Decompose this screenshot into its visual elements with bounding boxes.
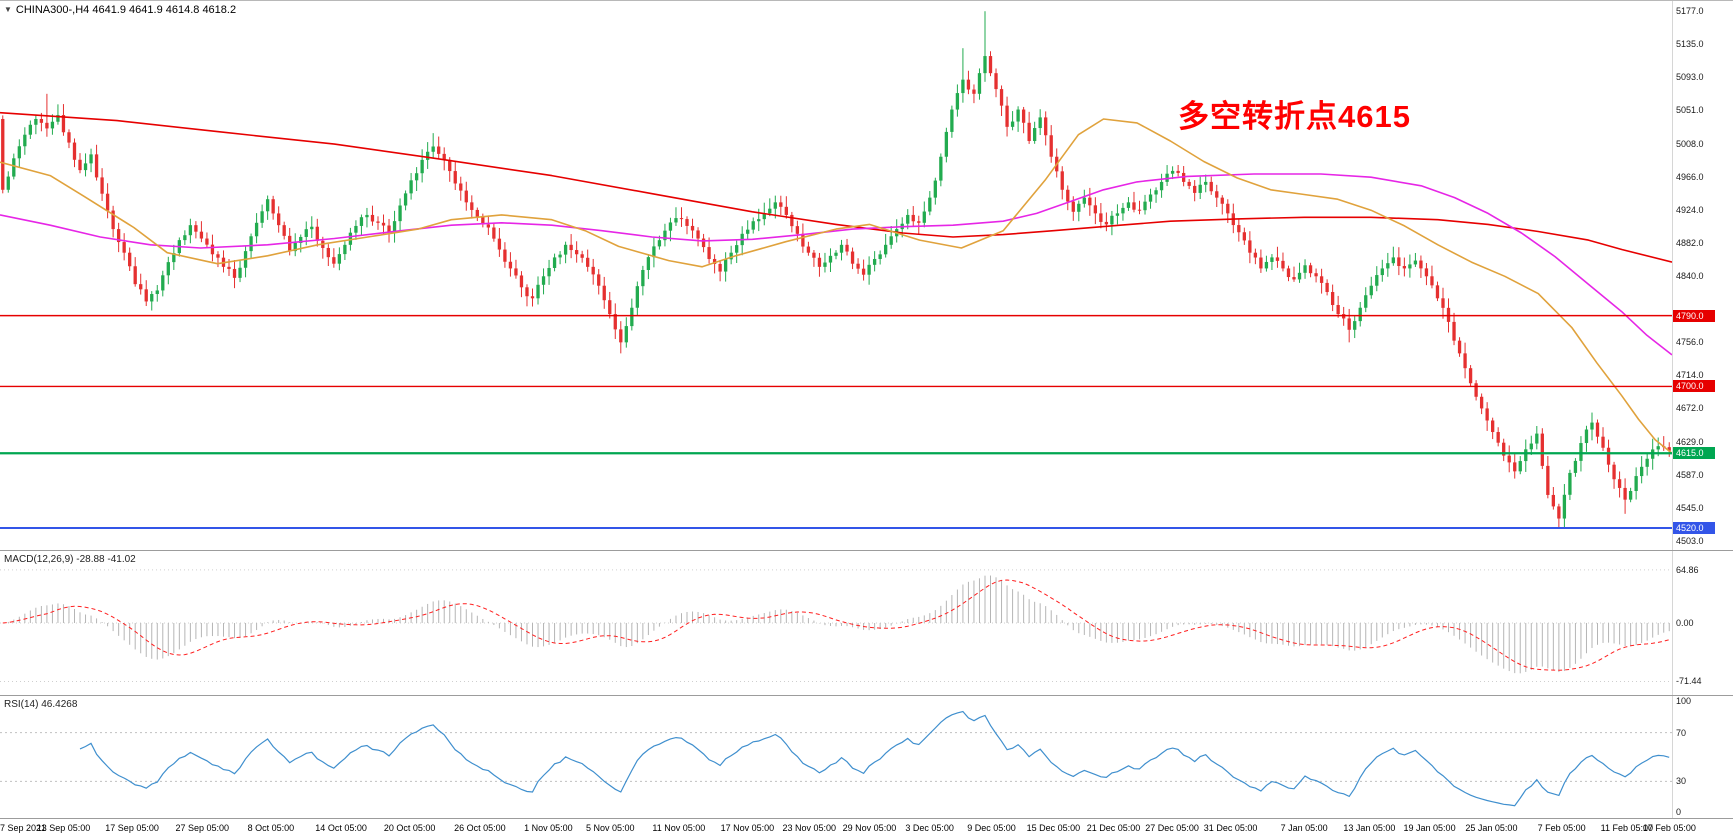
time-label: 7 Jan 05:00 [1280,823,1328,833]
time-label: 20 Oct 05:00 [383,823,436,833]
time-label: 27 Sep 05:00 [175,823,230,833]
time-label: 17 Sep 05:00 [105,823,159,833]
macd-axis[interactable]: 64.86 0.00 -71.44 [1672,551,1733,695]
price-tick: 0.00 [1676,618,1694,628]
price-tick: 4966.0 [1676,172,1704,183]
time-label: 5 Nov 05:00 [585,823,635,833]
price-tick: 4672.0 [1676,403,1704,414]
rsi-canvas[interactable] [0,696,1672,818]
price-tick: 4545.0 [1676,503,1704,514]
time-label: 19 Jan 05:00 [1403,823,1456,833]
price-tick: 70 [1676,727,1687,738]
time-label: 27 Dec 05:00 [1145,823,1199,833]
time-label: 17 Nov 05:00 [720,823,775,833]
price-tick: 5135.0 [1676,39,1704,50]
candlestick-canvas[interactable] [0,1,1672,550]
time-label: 25 Jan 05:00 [1465,823,1518,833]
rsi-indicator-label: RSI(14) 46.4268 [4,699,78,710]
price-tick: 64.86 [1676,564,1699,575]
price-tick: 4714.0 [1676,370,1704,381]
time-label: 29 Nov 05:00 [842,823,897,833]
main-chart-pane: 5177.0 5135.0 5093.0 5051.0 5008.0 4966.0 4924… [0,1,1733,550]
price-tick: 4587.0 [1676,470,1704,481]
time-label: 13 Jan 05:00 [1343,823,1396,833]
macd-indicator-label: MACD(12,26,9) -28.88 -41.02 [4,554,136,565]
price-level-tag: 4700.0 [1673,380,1715,393]
price-tick: 4882.0 [1676,238,1704,249]
time-label: 7 Feb 05:00 [1537,823,1586,833]
time-label: 23 Nov 05:00 [782,823,837,833]
price-tick: 100 [1676,696,1692,706]
time-label: 11 Feb 05:00 [1600,823,1654,833]
macd-pane: 64.86 0.00 -71.44 MACD(12,26,9) -28.88 -41… [0,550,1733,695]
time-label: 9 Dec 05:00 [967,823,1016,833]
time-label: 26 Oct 05:00 [454,823,506,833]
price-axis[interactable]: 5177.0 5135.0 5093.0 5051.0 5008.0 4966.0 4924… [1672,1,1733,550]
macd-canvas[interactable] [0,551,1672,695]
time-label: 13 Sep 05:00 [36,823,91,833]
price-tick: 0 [1676,807,1682,817]
price-tick: 4924.0 [1676,205,1704,216]
time-label: 1 Nov 05:00 [524,823,573,833]
collapse-arrow-icon[interactable]: ▼ [4,5,12,14]
price-tick: 30 [1676,776,1687,787]
price-level-tag: 4520.0 [1673,521,1715,534]
price-level-tag: 4615.0 [1673,447,1715,460]
time-label: 31 Dec 05:00 [1203,823,1258,833]
price-tick: 4840.0 [1676,271,1704,282]
rsi-axis[interactable]: 100 70 30 0 [1672,696,1733,818]
price-tick: 4629.0 [1676,437,1704,448]
price-tick: 5051.0 [1676,105,1704,116]
price-tick: -71.44 [1676,676,1702,687]
time-label: 21 Dec 05:00 [1086,823,1141,833]
price-tick: 4756.0 [1676,337,1704,348]
price-level-tag: 4790.0 [1673,309,1715,322]
rsi-pane: 100 70 30 0 RSI(14) 46.4268 [0,695,1733,818]
price-tick: 5008.0 [1676,139,1704,150]
time-label: 3 Dec 05:00 [905,823,954,833]
symbol-ohlc-text: CHINA300-,H4 4641.9 4641.9 4614.8 4618.2 [15,4,237,16]
time-axis[interactable]: 7 Sep 2021 13 Sep 05:00 17 Sep 05:00 27 Sep… [0,818,1733,839]
price-tick: 5177.0 [1676,6,1704,17]
time-label: 8 Oct 05:00 [247,823,295,833]
time-label: 14 Oct 05:00 [315,823,367,833]
time-label: 11 Nov 05:00 [652,823,706,833]
chart-annotation: 多空转折点4615 [1178,99,1411,134]
price-tick: 5093.0 [1676,72,1704,83]
time-label: 7 Sep 2021 [0,823,47,833]
price-tick: 4503.0 [1676,536,1704,547]
time-label: 17 Feb 05:00 [1642,823,1696,833]
symbol-ohlc-label: ▼ CHINA300-,H4 4641.9 4641.9 4614.8 4618.… [4,4,236,16]
time-label: 15 Dec 05:00 [1026,823,1081,833]
